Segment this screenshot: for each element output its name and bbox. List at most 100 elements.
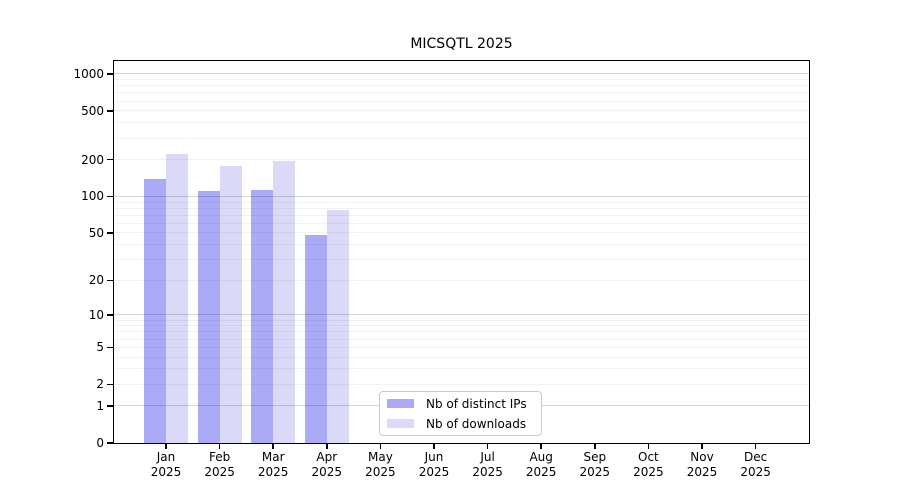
y-tick-200 [106, 158, 113, 161]
x-tick-label-jan: Jan 2025 [134, 450, 198, 480]
legend-swatch-downloads [387, 419, 414, 428]
minor-gridline-20 [113, 279, 810, 281]
year-label: 2025 [686, 465, 718, 479]
month-label: Jan [156, 450, 176, 464]
x-tick-feb [218, 444, 221, 449]
y-tick-1000 [106, 73, 113, 75]
minor-gridline-5 [113, 346, 810, 348]
y-tick-100 [106, 195, 113, 198]
year-label: 2025 [418, 465, 450, 479]
x-tick-label-aug: Aug 2025 [509, 450, 573, 480]
month-label: May [367, 450, 393, 464]
x-tick-label-nov: Nov 2025 [670, 450, 734, 480]
x-tick-may [379, 444, 382, 449]
plot-area [113, 60, 810, 444]
y-tick-label-500: 500 [81, 103, 104, 118]
minor-gridline-6 [113, 338, 810, 340]
month-label: Nov [690, 450, 714, 464]
y-tick-10 [106, 314, 113, 316]
legend-label-downloads: Nb of downloads [426, 416, 527, 431]
y-tick-5 [106, 346, 113, 349]
minor-gridline-3 [113, 368, 810, 370]
minor-gridline-800 [113, 85, 810, 87]
minor-gridline-200 [113, 159, 810, 161]
x-tick-label-apr: Apr 2025 [295, 450, 359, 480]
month-label: Sep [583, 450, 607, 464]
minor-gridline-80 [113, 207, 810, 209]
minor-gridline-40 [113, 244, 810, 246]
x-tick-oct [647, 444, 650, 449]
bar-distinct-ips-jan [144, 179, 166, 443]
month-label: Jun [424, 450, 444, 464]
month-label: Aug [529, 450, 553, 464]
bar-downloads-mar [273, 161, 296, 443]
x-tick-label-jun: Jun 2025 [402, 450, 466, 480]
chart-title: MICSQTL 2025 [410, 36, 513, 52]
minor-gridline-2 [113, 383, 810, 385]
x-tick-label-may: May 2025 [348, 450, 412, 480]
x-tick-jul [486, 444, 489, 449]
legend-swatch-distinct-ips [387, 399, 414, 408]
minor-gridline-60 [113, 222, 810, 224]
minor-gridline-30 [113, 259, 810, 261]
x-tick-mar [272, 444, 274, 449]
minor-gridline-900 [113, 79, 810, 81]
x-tick-label-oct: Oct 2025 [616, 450, 680, 480]
bar-distinct-ips-mar [251, 190, 274, 443]
y-tick-label-50: 50 [88, 225, 104, 240]
legend-item-downloads: Nb of downloads [380, 415, 541, 433]
month-label: Dec [743, 450, 768, 464]
y-tick-label-1: 1 [96, 398, 104, 413]
legend-label-distinct-ips: Nb of distinct IPs [426, 396, 527, 411]
year-label: 2025 [204, 465, 235, 479]
bar-distinct-ips-feb [197, 191, 220, 443]
x-tick-jan [165, 444, 167, 449]
minor-gridline-90 [113, 201, 810, 203]
x-tick-aug [540, 444, 542, 449]
minor-gridline-500 [113, 110, 810, 112]
x-tick-label-dec: Dec 2025 [724, 450, 788, 480]
y-tick-label-2: 2 [96, 377, 104, 392]
y-tick-label-200: 200 [81, 152, 104, 167]
legend-item-distinct-ips: Nb of distinct IPs [380, 395, 541, 413]
year-label: 2025 [472, 465, 503, 479]
bar-downloads-feb [219, 165, 242, 443]
x-tick-dec [754, 444, 757, 449]
x-tick-label-feb: Feb 2025 [188, 450, 252, 480]
y-tick-label-5: 5 [96, 340, 104, 355]
major-gridline-1000 [113, 73, 810, 75]
y-tick-50 [106, 232, 113, 234]
y-tick-label-1000: 1000 [73, 66, 104, 81]
minor-gridline-400 [113, 122, 810, 124]
year-label: 2025 [150, 465, 182, 479]
year-label: 2025 [579, 465, 611, 479]
minor-gridline-7 [113, 331, 810, 333]
y-tick-2 [106, 383, 113, 386]
year-label: 2025 [740, 465, 771, 479]
y-tick-1 [106, 405, 113, 407]
year-label: 2025 [633, 465, 664, 479]
bar-downloads-jan [166, 154, 188, 443]
bar-downloads-apr [326, 209, 349, 443]
y-tick-0 [106, 442, 113, 444]
month-label: Jul [480, 450, 495, 464]
y-tick-20 [106, 279, 113, 282]
minor-gridline-9 [113, 319, 810, 321]
x-tick-label-jul: Jul 2025 [456, 450, 520, 480]
y-tick-label-20: 20 [88, 273, 104, 288]
x-tick-label-sep: Sep 2025 [563, 450, 627, 480]
minor-gridline-600 [113, 100, 810, 102]
y-tick-500 [106, 110, 113, 112]
month-label: Oct [638, 450, 659, 464]
minor-gridline-50 [113, 232, 810, 234]
minor-gridline-70 [113, 214, 810, 216]
legend: Nb of distinct IPs Nb of downloads [379, 391, 542, 436]
month-label: Mar [261, 450, 285, 464]
year-label: 2025 [257, 465, 289, 479]
x-tick-jun [433, 444, 435, 449]
x-tick-apr [326, 444, 328, 449]
month-label: Apr [316, 450, 338, 464]
year-label: 2025 [311, 465, 343, 479]
bar-distinct-ips-apr [304, 235, 327, 443]
